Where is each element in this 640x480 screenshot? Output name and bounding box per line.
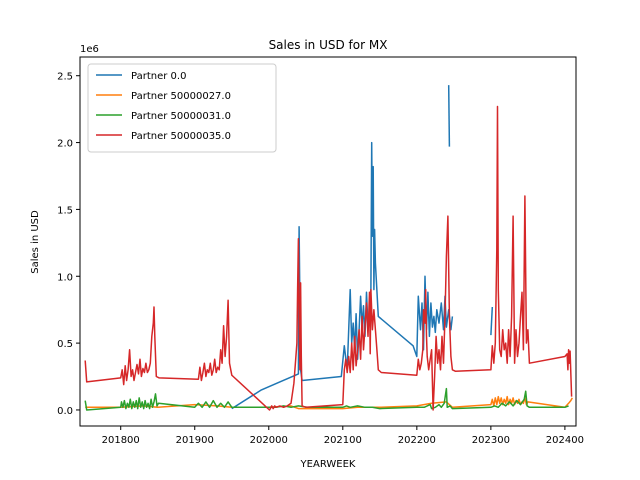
legend-label-3: Partner 50000035.0 [131,131,231,142]
y-tick-label: 1.5 [57,205,73,216]
series-line-0-segment-2 [490,306,494,336]
y-tick-label: 0.0 [57,406,73,417]
plot-frame [79,56,577,427]
x-tick-label: 202100 [324,435,362,446]
legend: Partner 0.0 Partner 50000027.0 Partner 500… [87,63,277,153]
series-line-0-segment-1 [447,85,451,147]
series-line-3-segment-0 [84,105,573,411]
x-tick-label: 202200 [398,435,436,446]
legend-label-0: Partner 0.0 [131,71,186,82]
chart-title: Sales in USD for MX [269,38,388,52]
series-line-0-segment-0 [231,141,454,410]
y-multiplier-label: 1e6 [80,44,99,55]
legend-label-1: Partner 50000027.0 [131,91,231,102]
y-axis-ticks: 0.0 0.5 1.0 1.5 2.0 2.5 [57,72,80,417]
y-tick-label: 2.0 [57,139,73,150]
x-tick-label: 202000 [250,435,288,446]
series-line-2-segment-0 [84,387,569,411]
x-axis-ticks: 201800 201900 202000 202100 202200 202300 2024… [102,426,584,446]
x-tick-label: 201800 [102,435,140,446]
y-tick-label: 1.0 [57,272,73,283]
plot-lines [84,85,573,411]
y-tick-label: 2.5 [57,72,73,83]
legend-box [87,63,277,153]
legend-label-2: Partner 50000031.0 [131,111,231,122]
x-tick-label: 202300 [472,435,510,446]
y-axis-label: Sales in USD [30,210,41,274]
x-tick-label: 202400 [546,435,584,446]
y-tick-label: 0.5 [57,339,73,350]
x-tick-label: 201900 [176,435,214,446]
x-axis-label: YEARWEEK [300,459,356,470]
